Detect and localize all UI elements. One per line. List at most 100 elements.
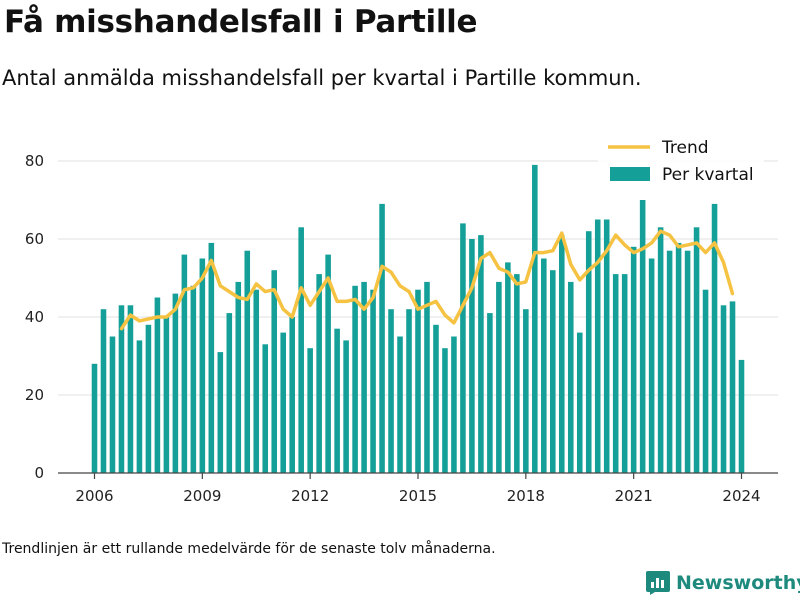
legend-bars-swatch xyxy=(610,167,650,181)
bar xyxy=(343,340,349,473)
bar xyxy=(91,363,98,473)
bar xyxy=(307,348,313,473)
footnote: Trendlinjen är ett rullande medelvärde f… xyxy=(2,541,496,557)
bar xyxy=(199,258,206,473)
bar xyxy=(487,313,493,473)
x-tick-label: 2012 xyxy=(291,487,329,505)
bar xyxy=(235,281,242,473)
bar xyxy=(514,274,520,473)
bar xyxy=(244,250,251,473)
bar xyxy=(532,164,538,473)
bar xyxy=(397,336,403,473)
bar xyxy=(594,219,601,473)
bar xyxy=(738,359,745,473)
trend-line xyxy=(119,229,735,331)
bar xyxy=(505,262,511,473)
bar xyxy=(226,313,233,473)
bar xyxy=(720,305,727,473)
bar xyxy=(406,309,412,473)
bar xyxy=(460,223,466,473)
bar xyxy=(262,344,269,473)
bar xyxy=(361,281,367,473)
bar xyxy=(127,305,134,473)
bar xyxy=(621,274,628,473)
bar xyxy=(163,317,170,473)
bar xyxy=(136,340,143,473)
legend: Trend Per kvartal xyxy=(598,132,764,190)
bar xyxy=(666,250,673,473)
bar xyxy=(648,258,655,473)
bar xyxy=(298,227,304,473)
bar xyxy=(109,336,116,473)
bar xyxy=(334,328,340,473)
bar xyxy=(541,258,547,473)
bars xyxy=(91,164,745,473)
bar xyxy=(145,324,152,473)
bar xyxy=(523,309,529,473)
y-tick-label: 0 xyxy=(34,464,44,482)
x-tick-label: 2018 xyxy=(507,487,545,505)
y-tick-label: 40 xyxy=(25,308,44,326)
bar xyxy=(711,203,718,473)
bar xyxy=(172,293,179,473)
x-tick-label: 2015 xyxy=(399,487,437,505)
bar xyxy=(433,324,439,473)
bar xyxy=(693,227,700,473)
brand-logo: Newsworthy xyxy=(645,570,800,596)
x-tick-label: 2021 xyxy=(615,487,653,505)
bar xyxy=(442,348,448,473)
bar xyxy=(684,250,691,473)
bar xyxy=(702,289,709,473)
x-tick-label: 2006 xyxy=(75,487,113,505)
newsworthy-logo-icon xyxy=(646,571,670,595)
bar xyxy=(558,235,565,473)
chart-subtitle: Antal anmälda misshandelsfall per kvarta… xyxy=(2,66,642,90)
bar xyxy=(451,336,457,473)
bar xyxy=(271,270,278,473)
bar xyxy=(729,301,736,473)
bar xyxy=(352,285,358,473)
bar xyxy=(280,332,286,473)
bar xyxy=(370,289,376,473)
bar xyxy=(567,281,574,473)
x-tick-label: 2024 xyxy=(722,487,760,505)
bar xyxy=(478,235,484,473)
bar xyxy=(379,203,385,473)
bar xyxy=(576,332,583,473)
bar xyxy=(603,219,610,473)
bar xyxy=(316,274,322,473)
bar xyxy=(208,242,215,473)
y-axis-labels: 0 20 40 60 80 xyxy=(25,152,44,482)
y-tick-label: 60 xyxy=(25,230,44,248)
bar xyxy=(630,246,637,473)
y-tick-label: 80 xyxy=(25,152,44,170)
bar xyxy=(154,297,161,473)
bar xyxy=(612,274,619,473)
bar xyxy=(415,289,421,473)
bar xyxy=(639,200,646,473)
legend-bars-label: Per kvartal xyxy=(662,165,754,185)
bar xyxy=(388,309,394,473)
bar xyxy=(657,227,664,473)
bar xyxy=(585,231,592,473)
y-tick-label: 20 xyxy=(25,386,44,404)
legend-trend-label: Trend xyxy=(661,138,709,158)
bar xyxy=(181,254,188,473)
bar xyxy=(118,305,125,473)
bar xyxy=(325,254,331,473)
bar xyxy=(675,242,682,473)
bar xyxy=(289,317,295,473)
x-axis-ticks: 2006 2009 2012 2015 2018 2021 2024 xyxy=(75,473,761,505)
brand-name: Newsworthy xyxy=(676,572,800,594)
chart-title: Få misshandelsfall i Partille xyxy=(4,4,478,40)
bar xyxy=(190,285,197,473)
bar xyxy=(496,281,502,473)
bar xyxy=(100,309,107,473)
x-tick-label: 2009 xyxy=(183,487,221,505)
bar xyxy=(550,270,556,473)
bar xyxy=(424,281,430,473)
bar xyxy=(253,289,260,473)
bar xyxy=(217,352,224,473)
bar xyxy=(469,239,475,473)
